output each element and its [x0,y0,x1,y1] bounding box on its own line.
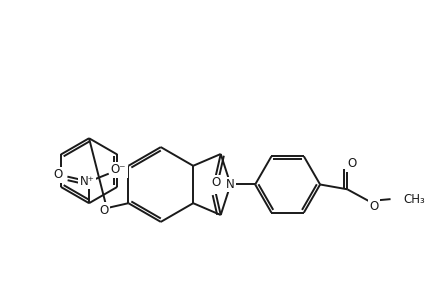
Text: O: O [369,200,378,213]
Text: N: N [226,178,235,191]
Text: O: O [347,157,357,170]
Text: N⁺: N⁺ [80,175,95,188]
Text: O⁻: O⁻ [111,163,126,176]
Text: O: O [53,168,62,181]
Text: O: O [99,204,108,216]
Text: O: O [211,180,221,193]
Text: O: O [211,176,221,189]
Text: CH₃: CH₃ [403,192,425,206]
